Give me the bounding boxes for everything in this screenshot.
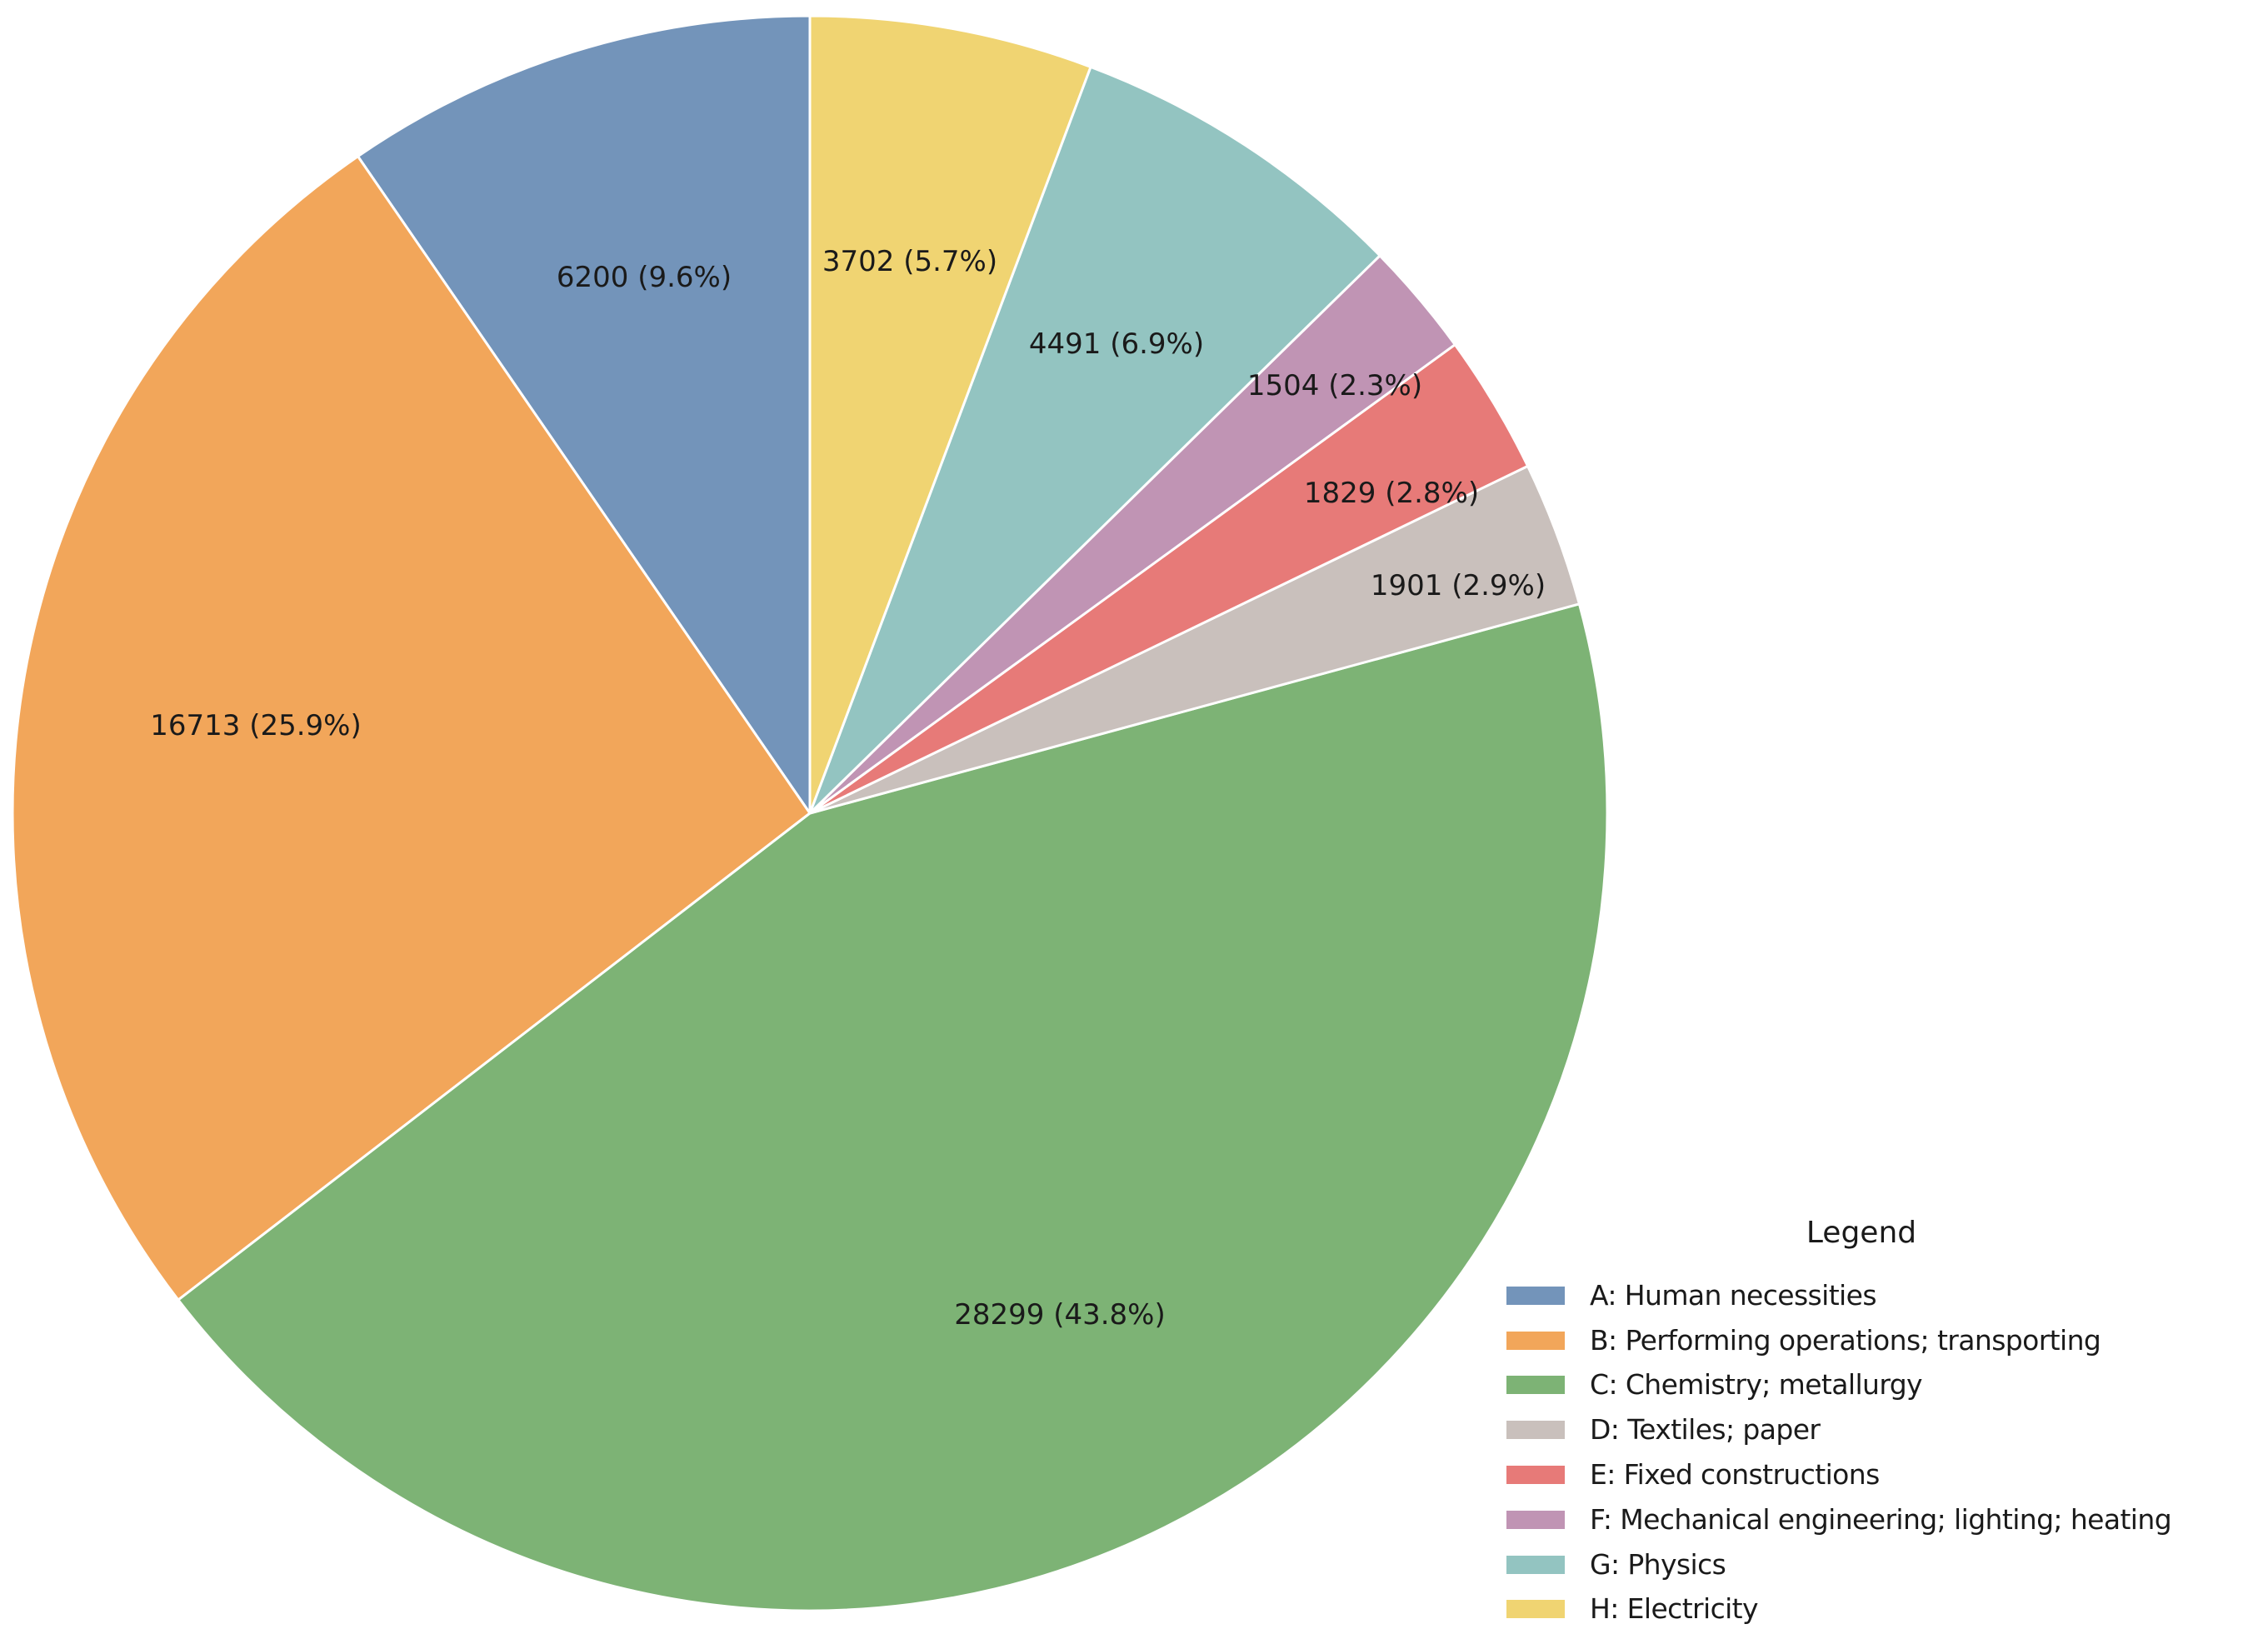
slice-label-h: 3702 (5.7%) <box>822 245 997 278</box>
legend-items: A: Human necessities B: Performing opera… <box>1506 1273 2172 1632</box>
legend-swatch-e <box>1506 1466 1565 1485</box>
legend-swatch-g <box>1506 1555 1565 1574</box>
legend-item-c: C: Chemistry; metallurgy <box>1506 1363 2171 1408</box>
slice-label-a: 6200 (9.6%) <box>557 261 732 294</box>
pie-slice-g <box>808 65 1381 815</box>
legend-label-c: C: Chemistry; metallurgy <box>1590 1368 1923 1402</box>
legend-label-b: B: Performing operations; transporting <box>1590 1323 2101 1357</box>
legend-item-h: H: Electricity <box>1506 1587 2171 1632</box>
legend-swatch-d <box>1506 1421 1565 1440</box>
legend-swatch-c <box>1506 1376 1565 1395</box>
pie-slice-b <box>11 155 812 1302</box>
legend-swatch-f <box>1506 1510 1565 1529</box>
legend-item-g: G: Physics <box>1506 1542 2171 1587</box>
legend-label-h: H: Electricity <box>1590 1592 1759 1626</box>
pie-slice-a <box>357 14 812 815</box>
legend-title: Legend <box>1806 1216 1917 1250</box>
pie-slice-c <box>177 602 1609 1612</box>
slice-label-e: 1829 (2.8%) <box>1304 477 1479 510</box>
legend-item-b: B: Performing operations; transporting <box>1506 1318 2171 1363</box>
legend-label-f: F: Mechanical engineering; lighting; hea… <box>1590 1502 2172 1536</box>
pie-slices <box>11 14 1609 1612</box>
legend-item-d: D: Textiles; paper <box>1506 1407 2171 1452</box>
slice-label-f: 1504 (2.3%) <box>1247 369 1422 402</box>
legend-item-f: F: Mechanical engineering; lighting; hea… <box>1506 1497 2172 1542</box>
legend-label-d: D: Textiles; paper <box>1590 1413 1821 1447</box>
legend-swatch-a <box>1506 1286 1565 1305</box>
legend-label-g: G: Physics <box>1590 1547 1726 1581</box>
slice-label-d: 1901 (2.9%) <box>1371 569 1546 602</box>
pie-slice-labels: 6200 (9.6%) 16713 (25.9%) 28299 (43.8%) 190… <box>150 245 1546 1332</box>
legend-label-a: A: Human necessities <box>1590 1278 1877 1312</box>
legend-swatch-b <box>1506 1331 1565 1350</box>
slice-label-g: 4491 (6.9%) <box>1029 327 1204 361</box>
slice-label-b: 16713 (25.9%) <box>150 709 362 742</box>
pie-slice-h <box>808 14 1092 815</box>
legend-swatch-h <box>1506 1600 1565 1619</box>
legend-label-e: E: Fixed constructions <box>1590 1458 1880 1492</box>
legend-item-e: E: Fixed constructions <box>1506 1452 2171 1497</box>
legend-item-a: A: Human necessities <box>1506 1273 2171 1318</box>
slice-label-c: 28299 (43.8%) <box>954 1298 1166 1332</box>
